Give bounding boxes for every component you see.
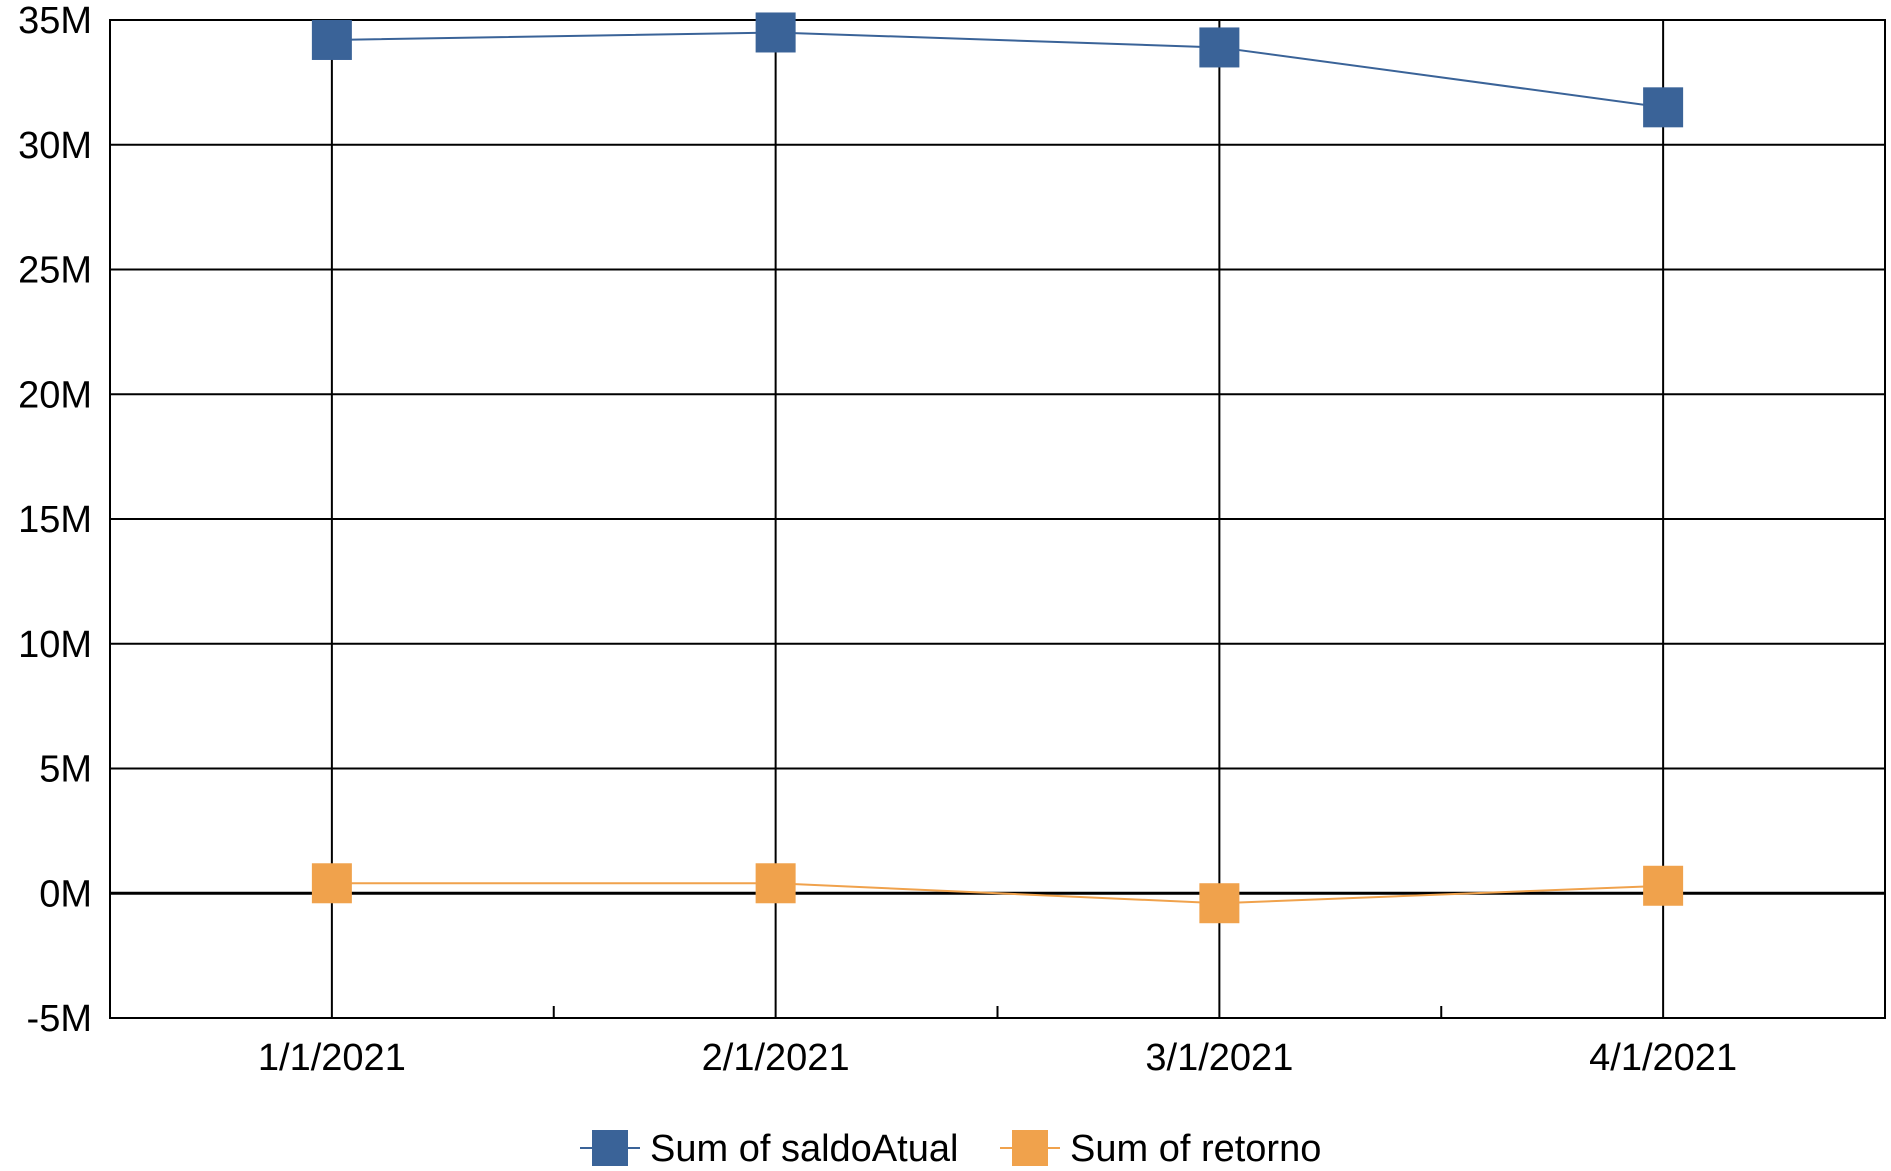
- data-point: [1199, 27, 1240, 68]
- x-tick-label: 3/1/2021: [1145, 1037, 1293, 1079]
- y-tick-label: 5M: [39, 749, 92, 791]
- data-point: [1643, 865, 1684, 906]
- y-tick-label: 0M: [39, 873, 92, 915]
- legend: Sum of saldoAtual Sum of retorno: [580, 1128, 1321, 1170]
- series-1: [311, 863, 1684, 924]
- grid-lines: [110, 19, 1885, 1019]
- legend-marker: [592, 1130, 628, 1166]
- legend-item: Sum of saldoAtual: [580, 1128, 958, 1170]
- legend-marker: [1012, 1130, 1048, 1166]
- tick-labels: 35M 30M 25M 20M 15M 10M 5M 0M -5M 1/1/2021 2/1/202…: [18, 0, 1737, 1079]
- x-tick-label: 1/1/2021: [258, 1037, 406, 1079]
- y-tick-label: 30M: [18, 125, 92, 167]
- data-point: [311, 863, 352, 904]
- y-tick-label: 10M: [18, 624, 92, 666]
- y-tick-label: 35M: [18, 0, 92, 42]
- legend-label: Sum of saldoAtual: [650, 1128, 958, 1170]
- y-tick-label: 15M: [18, 499, 92, 541]
- data-point: [311, 19, 352, 60]
- data-point: [1199, 883, 1240, 924]
- series-0: [311, 12, 1684, 128]
- legend-item: Sum of retorno: [1000, 1128, 1321, 1170]
- series-group: [311, 12, 1684, 924]
- data-point: [755, 12, 796, 53]
- data-point: [1643, 87, 1684, 128]
- x-tick-label: 4/1/2021: [1589, 1037, 1737, 1079]
- y-tick-label: -5M: [27, 998, 92, 1040]
- x-tick-label: 2/1/2021: [702, 1037, 850, 1079]
- axes: [109, 19, 1886, 1019]
- y-tick-label: 25M: [18, 250, 92, 292]
- data-point: [755, 863, 796, 904]
- legend-label: Sum of retorno: [1070, 1128, 1321, 1170]
- plot-frame: [109, 19, 1886, 1019]
- series-line: [331, 882, 1664, 905]
- series-line: [331, 31, 1664, 109]
- y-tick-label: 20M: [18, 374, 92, 416]
